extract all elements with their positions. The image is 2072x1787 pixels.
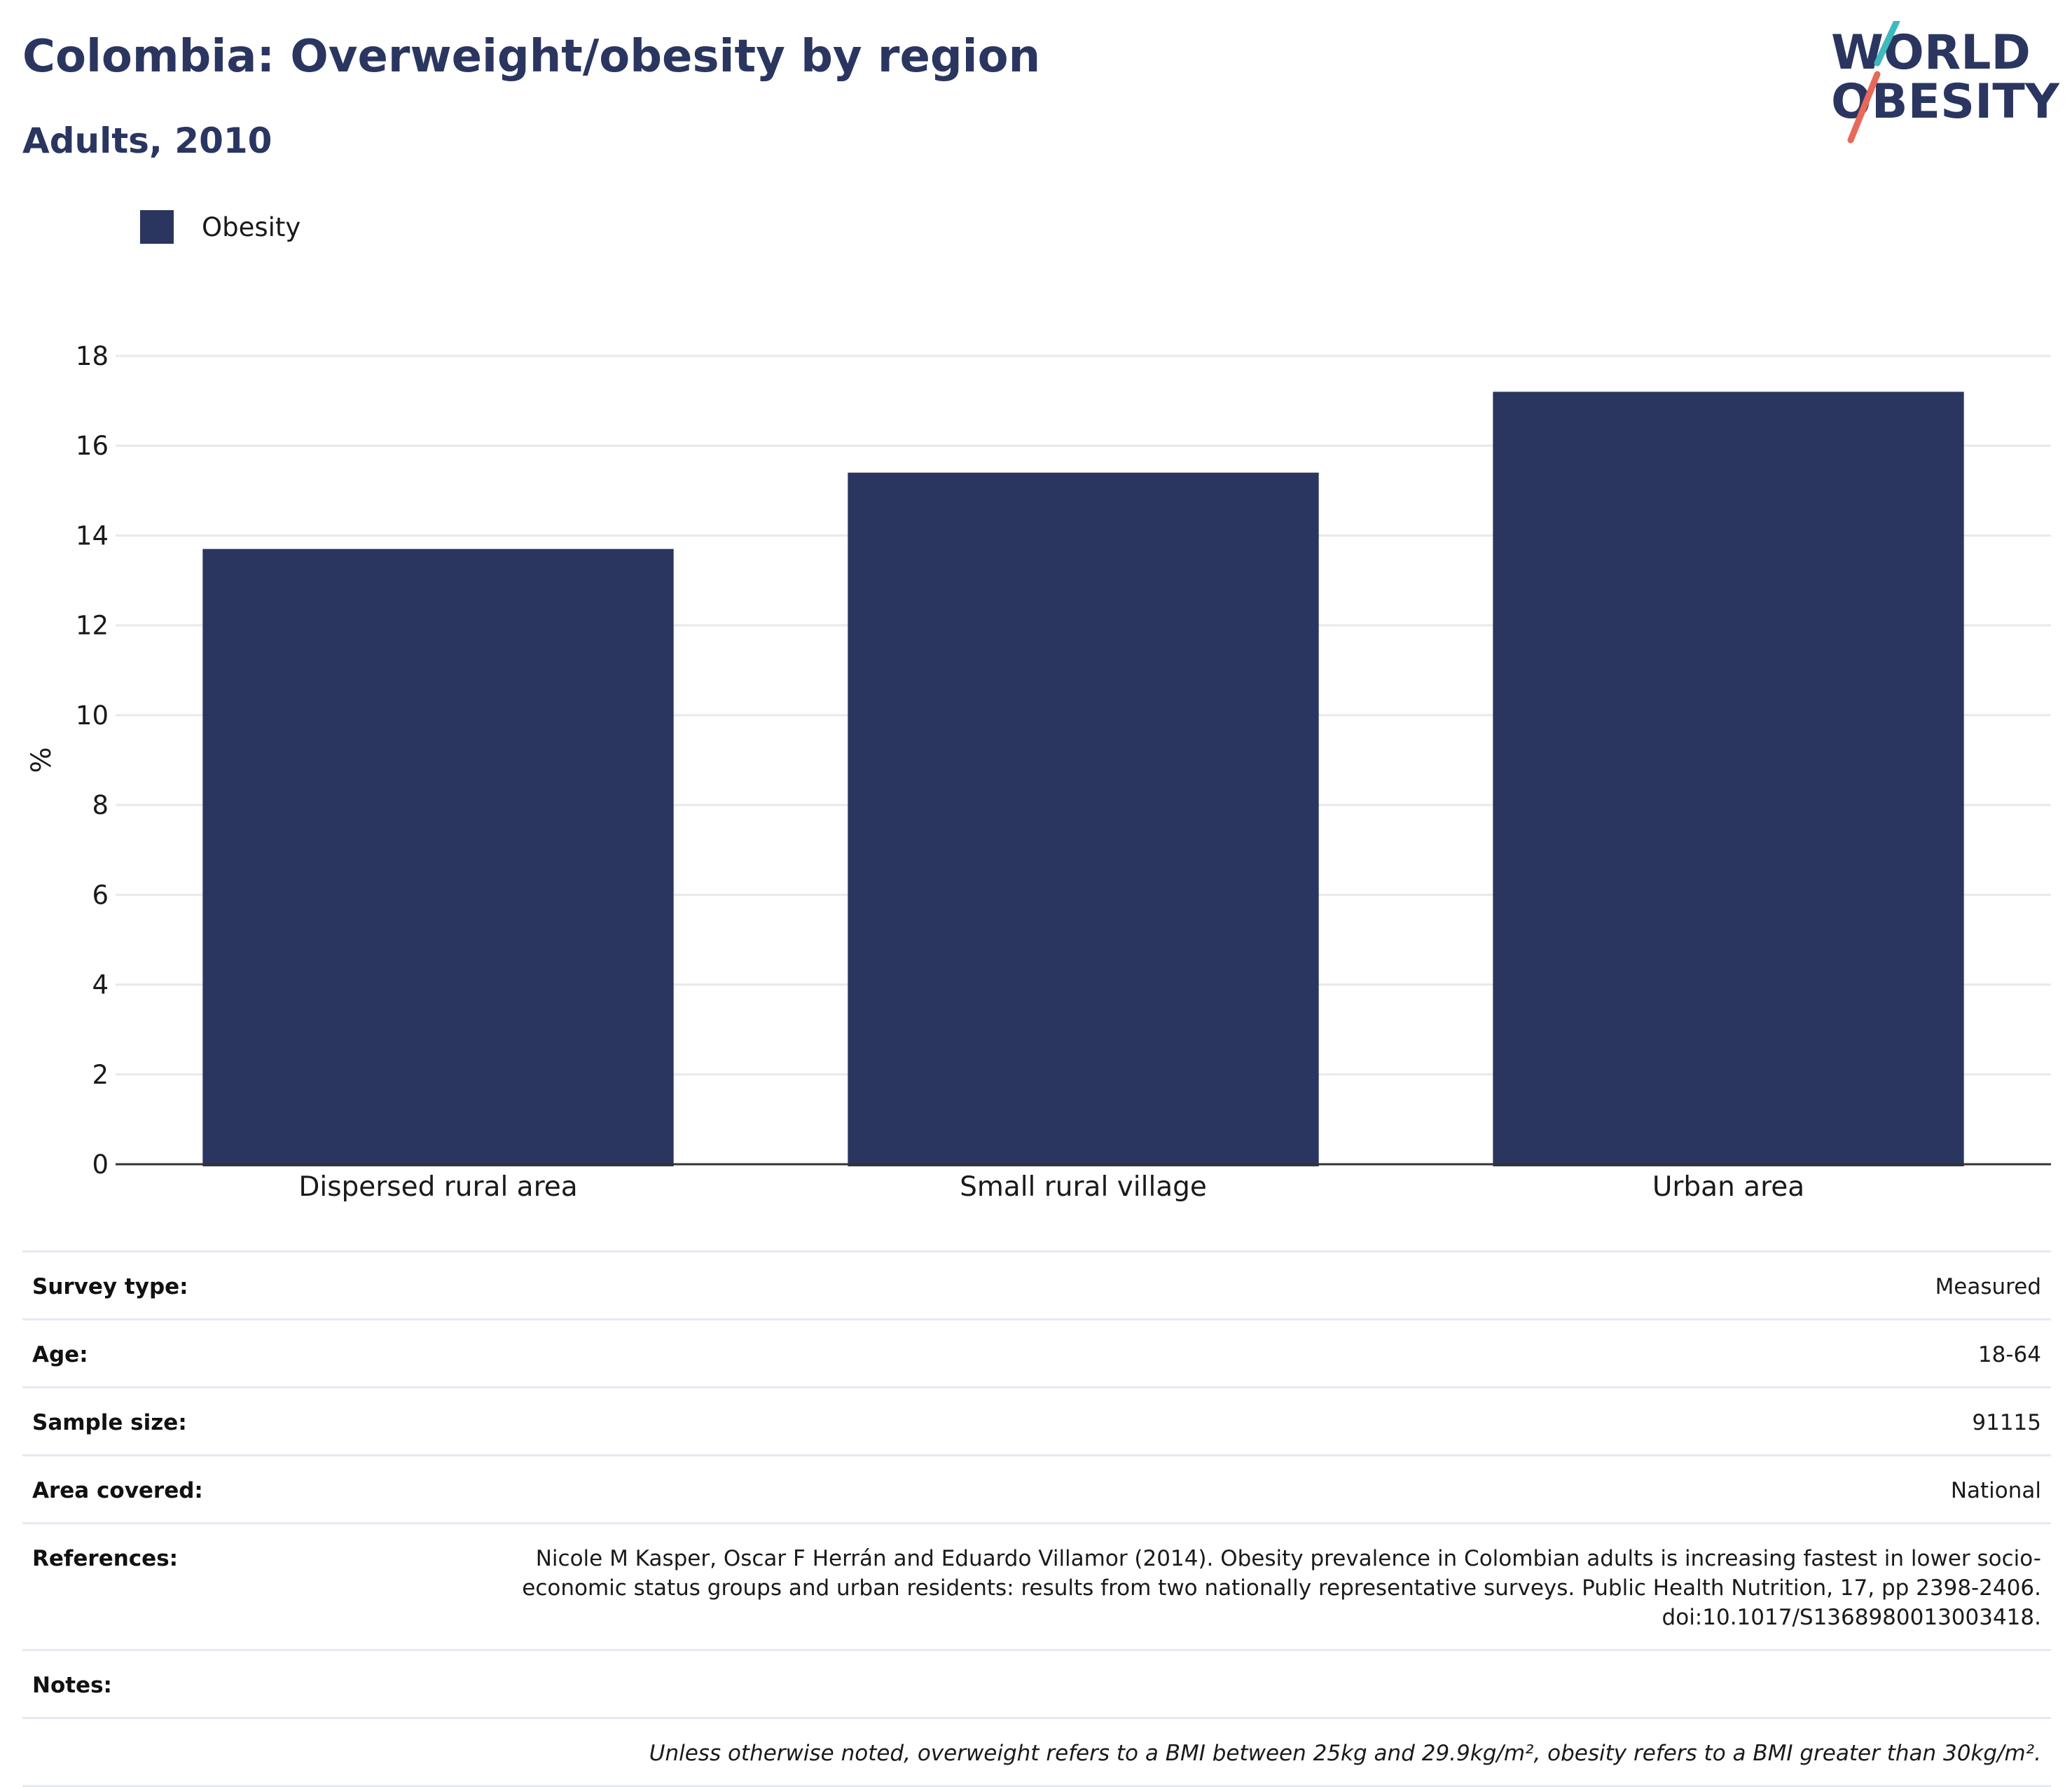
chart-legend: Obesity — [140, 207, 301, 247]
info-key: References: — [32, 1546, 179, 1571]
info-row-sample-size: Sample size: 91115 — [22, 1386, 2051, 1454]
info-key: Survey type: — [32, 1274, 188, 1299]
legend-label-obesity: Obesity — [202, 212, 301, 242]
survey-info-table: Survey type: Measured Age: 18-64 Sample … — [22, 1250, 2051, 1787]
bar — [1493, 392, 1964, 1167]
x-tick-label: Dispersed rural area — [298, 1171, 577, 1203]
y-tick-label: 6 — [92, 880, 109, 910]
x-tick-label: Urban area — [1652, 1171, 1804, 1203]
y-tick-label: 2 — [92, 1060, 109, 1090]
world-obesity-logo: WORLD OBESITY — [1831, 21, 2059, 144]
y-tick-label: 14 — [76, 520, 109, 551]
info-row-area-covered: Area covered: National — [22, 1454, 2051, 1522]
y-tick-label: 0 — [92, 1150, 109, 1180]
info-value: National — [1950, 1478, 2041, 1503]
y-tick-label: 4 — [92, 970, 109, 1000]
y-tick-label: 18 — [76, 341, 109, 371]
info-key: Area covered: — [32, 1478, 203, 1503]
info-key: Age: — [32, 1342, 88, 1367]
info-row-survey-type: Survey type: Measured — [22, 1250, 2051, 1318]
info-value: Nicole M Kasper, Oscar F Herrán and Edua… — [522, 1546, 2041, 1630]
logo-word-world: WORLD — [1831, 25, 2031, 81]
info-key: Notes: — [32, 1673, 112, 1698]
info-row-age: Age: 18-64 — [22, 1318, 2051, 1386]
info-key: Sample size: — [32, 1410, 187, 1435]
bar-chart: 0 2 4 6 8 10 12 14 16 18 Dispersed rural area Small… — [26, 341, 2051, 1203]
y-tick-label: 10 — [76, 701, 109, 731]
page-title: Colombia: Overweight/obesity by region — [22, 31, 1041, 83]
y-tick-label: 16 — [76, 431, 109, 461]
bmi-definition-note: Unless otherwise noted, overweight refer… — [649, 1741, 2041, 1766]
info-value: 18-64 — [1977, 1342, 2041, 1367]
logo-slash-top — [1874, 21, 1900, 67]
info-row-references: References: Nicole M Kasper, Oscar F Her… — [22, 1522, 2051, 1649]
info-value: 91115 — [1972, 1410, 2041, 1435]
logo-slash-bottom — [1847, 71, 1881, 144]
y-tick-label: 12 — [76, 611, 109, 641]
y-tick-label: 8 — [92, 790, 109, 820]
info-row-note-text: Unless otherwise noted, overweight refer… — [22, 1717, 2051, 1787]
legend-swatch-obesity — [140, 210, 174, 244]
info-value: Measured — [1935, 1274, 2041, 1299]
x-tick-label: Small rural village — [960, 1171, 1207, 1203]
bar — [202, 548, 674, 1166]
bar — [848, 472, 1319, 1166]
y-axis-label: % — [26, 747, 57, 773]
page-subtitle: Adults, 2010 — [22, 120, 272, 161]
info-row-notes: Notes: — [22, 1649, 2051, 1717]
